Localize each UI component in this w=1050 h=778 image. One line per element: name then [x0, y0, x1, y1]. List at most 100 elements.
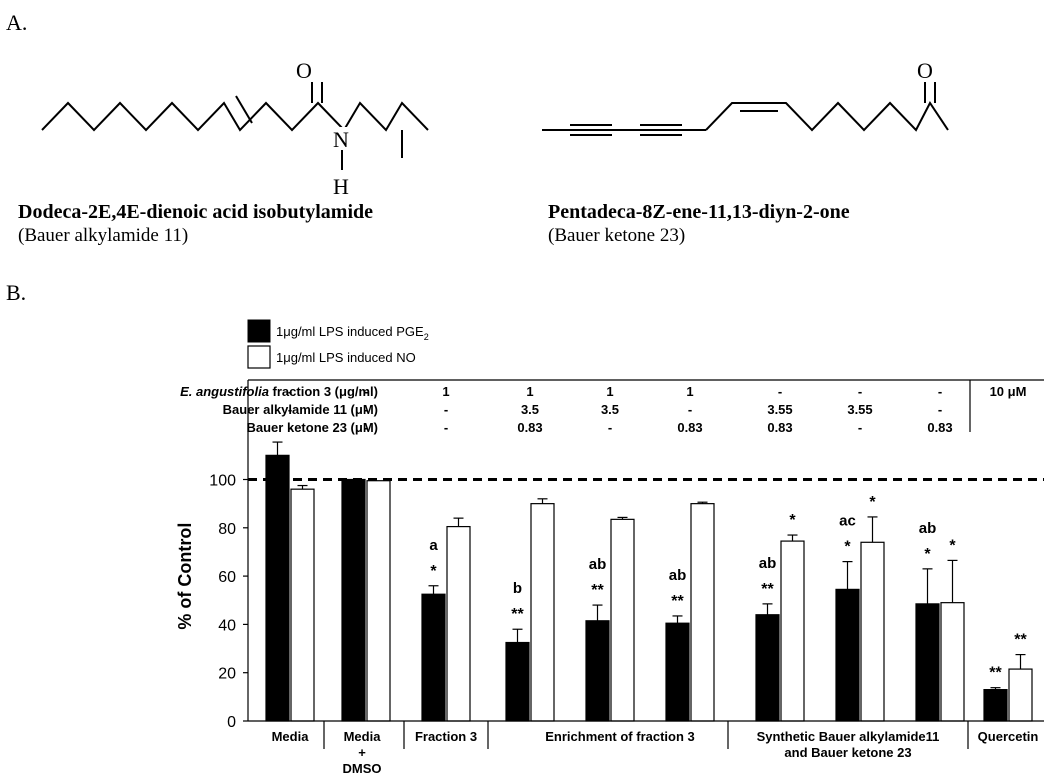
table-cell-r1-c7: 3.55	[847, 402, 872, 417]
y-tick-label-40: 40	[218, 617, 236, 634]
bar-s1-c9	[1008, 668, 1033, 722]
n-atom-mask	[333, 127, 351, 149]
table-cell-r2-c5: 0.83	[677, 420, 702, 435]
table-cell-r0-c0: -	[288, 384, 292, 399]
row-label-ketone: Bauer ketone 23 (μM)	[247, 420, 379, 435]
ketone-structure	[542, 82, 949, 136]
bar-s1-c5	[690, 503, 715, 722]
letter-s0-c8: ab	[919, 520, 937, 537]
table-cell-r2-c7: -	[858, 420, 862, 435]
panel-a-label: A.	[6, 10, 27, 35]
group-label-1-line-0: Media	[344, 729, 382, 744]
bar-s1-c0	[290, 488, 315, 722]
table-cell-r0-c2: 1	[442, 384, 449, 399]
table-cell-r0-c4: 1	[606, 384, 613, 399]
bar-s0-c5	[665, 622, 690, 722]
bar-s0-c7	[835, 588, 860, 722]
group-label-4-line-0: Synthetic Bauer alkylamide11	[757, 729, 940, 744]
ketone-o-atom: O	[917, 58, 933, 83]
letter-s0-c3: b	[513, 580, 522, 597]
ketone-name: Pentadeca-8Z-ene-11,13-diyn-2-one	[548, 201, 850, 223]
alkylamide-o-atom: O	[296, 58, 312, 83]
bar-s1-c3	[530, 503, 555, 722]
alkylamide-h-atom: H	[333, 174, 349, 199]
bar-chart: *a**b **ab**ab**ab*ac*ab******* 020406080…	[175, 380, 1044, 776]
y-axis: 0 20 40 60 80 100	[209, 380, 1044, 731]
sig-s0-c5: **	[671, 593, 684, 610]
bar-s1-c6	[780, 540, 805, 722]
sig-s1-c7: *	[869, 494, 876, 511]
table-cell-r1-c6: 3.55	[767, 402, 792, 417]
legend-label-no: 1μg/ml LPS induced NO	[276, 350, 416, 365]
table-frame	[248, 379, 1044, 432]
table-cell-r2-c8: 0.83	[927, 420, 952, 435]
table-cell-r0-c7: -	[858, 384, 862, 399]
table-cell-r0-c6: -	[778, 384, 782, 399]
alkylamide-subtitle: (Bauer alkylamide 11)	[18, 225, 188, 246]
sig-s1-c6: *	[789, 512, 796, 529]
group-label-1-line-1: +	[358, 745, 366, 760]
y-axis-label: % of Control	[175, 523, 195, 630]
group-label-0-line-0: Media	[272, 729, 310, 744]
bar-s0-c4	[585, 620, 610, 722]
legend-swatch-pge2	[247, 319, 271, 343]
sig-s0-c6: **	[761, 581, 774, 598]
table-cell-r0-c1: -	[364, 384, 368, 399]
bar-s0-c6	[755, 614, 780, 722]
y-tick-label-80: 80	[218, 521, 236, 538]
table-cell-r2-c3: 0.83	[517, 420, 542, 435]
sig-s0-c9: **	[989, 665, 1002, 682]
group-label-2-line-0: Fraction 3	[415, 729, 477, 744]
table-cell-r1-c2: -	[444, 402, 448, 417]
legend-label-pge2: 1μg/ml LPS induced PGE2	[276, 324, 429, 342]
sig-s0-c8: *	[924, 546, 931, 563]
table-cell-r2-c2: -	[444, 420, 448, 435]
sig-s0-c7: *	[844, 539, 851, 556]
letter-s0-c4: ab	[589, 556, 607, 573]
bar-s1-c4	[610, 518, 635, 722]
bars-group: *a**b **ab**ab**ab*ac*ab*******	[265, 441, 1033, 722]
sig-s1-c9: **	[1014, 632, 1027, 649]
table-cell-r0-c5: 1	[686, 384, 693, 399]
y-tick-label-100: 100	[209, 473, 236, 490]
sig-s1-c8: *	[949, 537, 956, 554]
alkylamide-n-atom: N	[333, 127, 349, 152]
table-values: - - 1 1 1 1 - - - - - - 3.5 3.5 - 3.55 3.55 - - - - 0.83 - 0.83…	[288, 384, 953, 435]
sig-s0-c3: **	[511, 606, 524, 623]
bar-s1-c8	[940, 602, 965, 722]
table-cell-r1-c5: -	[688, 402, 692, 417]
group-label-4-line-1: and Bauer ketone 23	[784, 745, 911, 760]
legend: 1μg/ml LPS induced PGE2 1μg/ml LPS induc…	[247, 319, 429, 369]
y-tick-label-0: 0	[227, 714, 236, 731]
bar-s0-c8	[915, 603, 940, 722]
table-cell-r1-c4: 3.5	[601, 402, 619, 417]
sig-s0-c4: **	[591, 582, 604, 599]
alkylamide-structure	[41, 82, 429, 170]
bar-s1-c1	[366, 480, 391, 722]
table-cell-r2-c4: -	[608, 420, 612, 435]
row-label-fraction: E. angustifolia fraction 3 (μg/ml)	[180, 384, 378, 399]
letter-s0-c2: a	[429, 537, 438, 554]
bar-s0-c0	[265, 454, 290, 722]
alkylamide-name: Dodeca-2E,4E-dienoic acid isobutylamide	[18, 201, 373, 223]
table-cell-r2-c1: -	[364, 420, 368, 435]
table-cell-r0-c8: -	[938, 384, 942, 399]
bar-s1-c2	[446, 525, 471, 722]
letter-s0-c7: ac	[839, 513, 856, 530]
letter-s0-c6: ab	[759, 555, 777, 572]
bar-s0-c9	[983, 689, 1008, 722]
table-cell-r1-c1: -	[364, 402, 368, 417]
ketone-subtitle: (Bauer ketone 23)	[548, 225, 685, 246]
y-tick-label-20: 20	[218, 666, 236, 683]
letter-s0-c5: ab	[669, 567, 687, 584]
table-cell-r1-c3: 3.5	[521, 402, 539, 417]
y-tick-label-60: 60	[218, 569, 236, 586]
panel-b-label: B.	[6, 280, 26, 305]
table-cell-r0-c3: 1	[526, 384, 533, 399]
table-cell-r1-c8: -	[938, 402, 942, 417]
table-cell-r2-c6: 0.83	[767, 420, 792, 435]
group-label-5-line-0: Quercetin	[978, 729, 1039, 744]
group-label-3-line-0: Enrichment of fraction 3	[545, 729, 695, 744]
